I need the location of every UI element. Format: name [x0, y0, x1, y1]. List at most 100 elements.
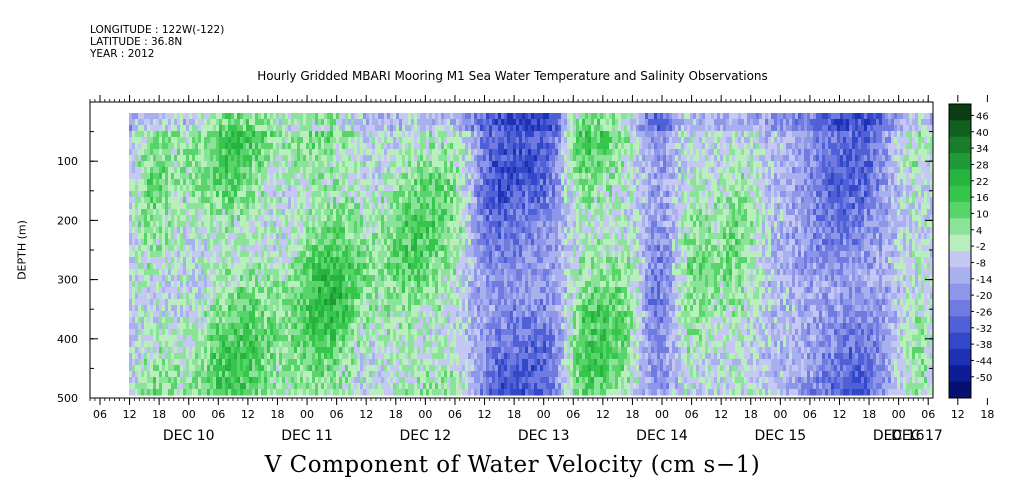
heatmap-cell	[357, 263, 361, 270]
heatmap-cell	[372, 155, 376, 162]
heatmap-cell	[402, 167, 406, 174]
heatmap-cell	[198, 305, 202, 312]
heatmap-cell	[258, 233, 262, 240]
heatmap-cell	[312, 245, 316, 252]
heatmap-cell	[252, 125, 256, 132]
heatmap-cell	[159, 125, 163, 132]
heatmap-cell	[408, 293, 412, 300]
heatmap-cell	[426, 137, 430, 144]
heatmap-cell	[318, 119, 322, 126]
heatmap-cell	[162, 149, 166, 156]
heatmap-cell	[387, 185, 391, 192]
heatmap-cell	[255, 191, 259, 198]
heatmap-cell	[345, 197, 349, 204]
heatmap-cell	[426, 143, 430, 150]
heatmap-cell	[231, 119, 235, 126]
heatmap-cell	[255, 167, 259, 174]
heatmap-cell	[441, 161, 445, 168]
heatmap-cell	[225, 221, 229, 228]
heatmap-cell	[414, 383, 418, 390]
heatmap-cell	[150, 311, 154, 318]
heatmap-cell	[333, 203, 337, 210]
heatmap-cell	[279, 209, 283, 216]
heatmap-cell	[339, 125, 343, 132]
heatmap-cell	[303, 167, 307, 174]
heatmap-cell	[267, 287, 271, 294]
heatmap-cell	[321, 299, 325, 306]
heatmap-cell	[432, 353, 436, 360]
heatmap-cell	[240, 347, 244, 354]
heatmap-cell	[306, 185, 310, 192]
heatmap-cell	[276, 293, 280, 300]
heatmap-cell	[318, 281, 322, 288]
heatmap-cell	[162, 209, 166, 216]
heatmap-cell	[141, 239, 145, 246]
heatmap-cell	[438, 365, 442, 372]
heatmap-cell	[183, 257, 187, 264]
heatmap-cell	[411, 113, 415, 120]
heatmap-cell	[315, 269, 319, 276]
heatmap-cell	[330, 275, 334, 282]
heatmap-cell	[315, 329, 319, 336]
heatmap-cell	[435, 185, 439, 192]
heatmap-cell	[156, 149, 160, 156]
heatmap-cell	[156, 371, 160, 378]
heatmap-cell	[336, 275, 340, 282]
heatmap-cell	[369, 131, 373, 138]
heatmap-cell	[201, 347, 205, 354]
heatmap-cell	[423, 227, 427, 234]
heatmap-cell	[363, 227, 367, 234]
heatmap-cell	[432, 281, 436, 288]
heatmap-cell	[225, 317, 229, 324]
heatmap-cell	[309, 209, 313, 216]
heatmap-cell	[186, 347, 190, 354]
heatmap-cell	[435, 179, 439, 186]
heatmap-cell	[156, 119, 160, 126]
heatmap-cell	[132, 251, 136, 258]
heatmap-cell	[357, 335, 361, 342]
heatmap-cell	[348, 329, 352, 336]
heatmap-cell	[366, 167, 370, 174]
heatmap-cell	[147, 131, 151, 138]
heatmap-cell	[162, 173, 166, 180]
heatmap-cell	[267, 137, 271, 144]
heatmap-cell	[348, 155, 352, 162]
heatmap-cell	[270, 353, 274, 360]
heatmap-cell	[246, 203, 250, 210]
heatmap-cell	[267, 257, 271, 264]
heatmap-cell	[162, 371, 166, 378]
heatmap-cell	[264, 389, 268, 396]
heatmap-cell	[183, 305, 187, 312]
heatmap-cell	[372, 215, 376, 222]
heatmap-cell	[285, 203, 289, 210]
heatmap-cell	[174, 281, 178, 288]
heatmap-cell	[300, 125, 304, 132]
heatmap-cell	[210, 287, 214, 294]
heatmap-cell	[165, 365, 169, 372]
heatmap-cell	[294, 149, 298, 156]
heatmap-cell	[297, 353, 301, 360]
heatmap-cell	[369, 167, 373, 174]
heatmap-cell	[336, 251, 340, 258]
heatmap-cell	[411, 179, 415, 186]
heatmap-cell	[288, 299, 292, 306]
heatmap-cell	[348, 353, 352, 360]
heatmap-cell	[342, 161, 346, 168]
heatmap-cell	[231, 263, 235, 270]
heatmap-cell	[345, 227, 349, 234]
heatmap-cell	[372, 263, 376, 270]
heatmap-cell	[132, 377, 136, 384]
heatmap-cell	[165, 305, 169, 312]
heatmap-cell	[174, 155, 178, 162]
heatmap-cell	[423, 251, 427, 258]
heatmap-cell	[438, 167, 442, 174]
heatmap-cell	[153, 365, 157, 372]
heatmap-cell	[258, 245, 262, 252]
heatmap-cell	[228, 131, 232, 138]
heatmap-cell	[435, 203, 439, 210]
heatmap-cell	[303, 143, 307, 150]
heatmap-cell	[132, 305, 136, 312]
heatmap-cell	[225, 335, 229, 342]
heatmap-cell	[174, 221, 178, 228]
heatmap-cell	[417, 191, 421, 198]
